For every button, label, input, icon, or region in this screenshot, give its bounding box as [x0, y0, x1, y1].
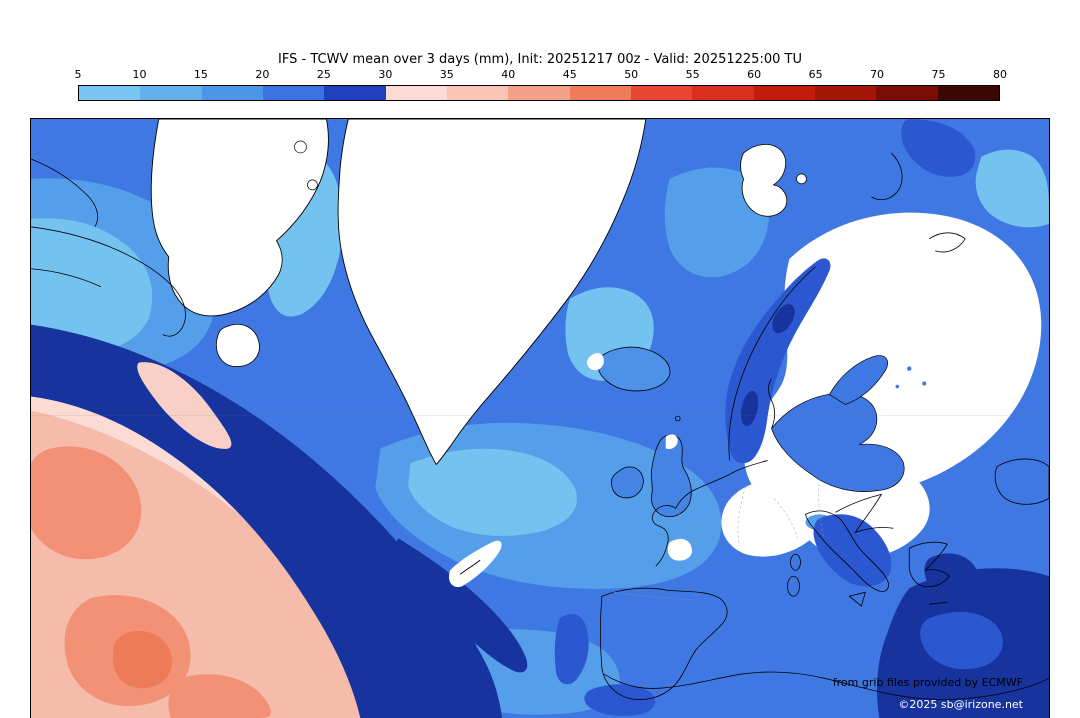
colorbar-tick-label: 35: [439, 68, 454, 81]
greece: [908, 541, 950, 588]
pink-filament: [137, 362, 232, 449]
north-africa-coast: [603, 671, 1049, 700]
balkan-coast: [835, 493, 894, 534]
colorbar-segment: [79, 86, 141, 100]
colorbar-tick-label: 30: [378, 68, 393, 81]
colorbar-tick-label: 75: [931, 68, 946, 81]
arctic-canada: [150, 119, 329, 317]
colorbar-tick-label: 80: [993, 68, 1007, 81]
colorbar-tick-label: 70: [870, 68, 885, 81]
sardinia: [787, 575, 800, 597]
greenland: [337, 119, 647, 466]
colorbar-tick-label: 45: [562, 68, 577, 81]
baltic-sea: [771, 392, 905, 492]
colorbar-segment: [201, 86, 263, 100]
colorbar-segment: [876, 86, 938, 100]
ireland: [610, 466, 644, 499]
small-dry-patches: [586, 353, 693, 561]
colorbar-tick-label: 60: [747, 68, 762, 81]
colorbar-segment: [140, 86, 202, 100]
svalbard: [740, 144, 788, 217]
colorbar-tick-label: 10: [132, 68, 147, 81]
iberia: [600, 587, 728, 700]
colorbar-tick-label: 5: [74, 68, 82, 81]
great-britain: [650, 434, 692, 518]
credits: from grib files provided by ECMWF ©2025 …: [833, 677, 1023, 710]
navy-band: [31, 324, 656, 718]
weather-map-svg: [31, 119, 1049, 718]
colorbar-segment: [630, 86, 693, 100]
colorbar-segment: [569, 86, 631, 100]
black-sea: [994, 458, 1049, 505]
colorbar-segment: [324, 86, 386, 100]
colorbar-segment: [692, 86, 754, 100]
italy: [805, 510, 889, 592]
colorbar-tick-label: 50: [624, 68, 639, 81]
mediterranean-navy-patches: [813, 514, 1049, 718]
colorbar-tick-label: 25: [316, 68, 331, 81]
colorbar-tick-label: 55: [685, 68, 700, 81]
colorbar-segment: [753, 86, 815, 100]
sicily: [848, 591, 866, 607]
credits-source: from grib files provided by ECMWF: [832, 676, 1023, 689]
norway-coast: [728, 266, 816, 461]
colorbar-segment: [937, 86, 999, 100]
iceland: [597, 346, 671, 392]
colorbar-tick-label: 20: [255, 68, 270, 81]
map-panel: from grib files provided by ECMWF ©2025 …: [30, 118, 1050, 718]
colorbar-tick-label: 15: [193, 68, 208, 81]
dry-sliver: [448, 540, 502, 588]
crete: [929, 601, 948, 605]
country-borders: [613, 478, 824, 601]
page-title: IFS - TCWV mean over 3 days (mm), Init: …: [278, 52, 802, 67]
colorbar-segment: [385, 86, 447, 100]
colorbar-segment: [446, 86, 509, 100]
colorbar-segment: [262, 86, 325, 100]
colorbar-tick-label: 40: [501, 68, 516, 81]
coastlines: [31, 152, 1049, 700]
credits-copyright: ©2025 sb@irizone.net: [898, 698, 1023, 711]
colorbar-tick-label: 65: [808, 68, 823, 81]
colorbar: [78, 85, 1000, 101]
corsica: [790, 553, 801, 571]
colorbar-ticks: 5 10 15 20 25 30 35 40 45 50 55 60 65 70 75 80: [74, 68, 1008, 82]
colorbar-segment: [814, 86, 877, 100]
baffin-south: [215, 323, 260, 367]
denmark: [768, 378, 775, 429]
faroe: [674, 415, 681, 422]
colorbar-segment: [508, 86, 570, 100]
